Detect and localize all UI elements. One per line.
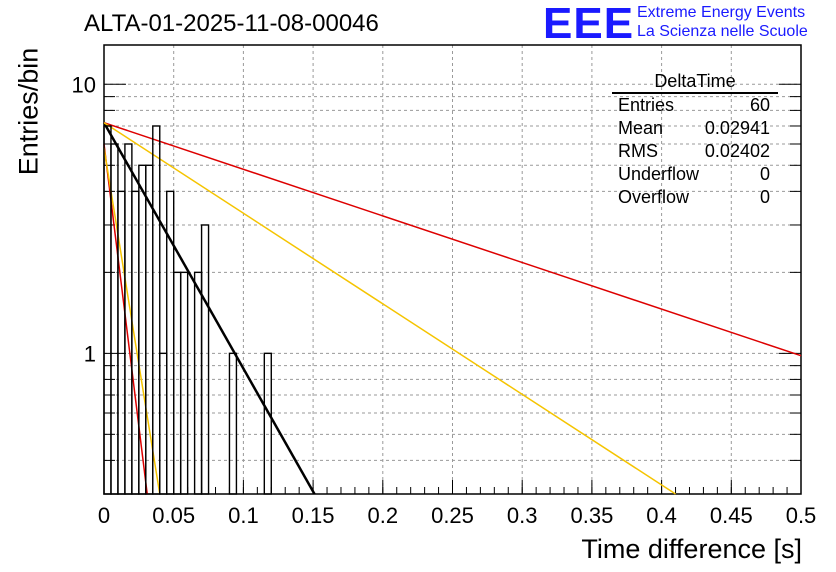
x-tick-label: 0.25 (431, 503, 474, 528)
x-axis-label: Time difference [s] (581, 534, 802, 564)
stats-value: 60 (749, 95, 770, 115)
x-tick-label: 0.5 (786, 503, 817, 528)
x-tick-label: 0.35 (570, 503, 613, 528)
eee-logo: EEE (543, 0, 635, 48)
stats-label: Mean (618, 118, 664, 138)
histogram-bin (200, 224, 210, 495)
histogram-bin (138, 164, 147, 495)
histogram-bins (103, 125, 272, 495)
histogram-bin (159, 352, 168, 495)
histogram-bin (228, 352, 238, 495)
histogram-bin (263, 352, 272, 495)
stats-label: Entries (618, 95, 675, 115)
y-tick-label: 1 (84, 341, 96, 366)
x-tick-label: 0.3 (507, 503, 538, 528)
stats-row-rms: RMS 0.02402 (612, 140, 778, 163)
stats-value: 0 (759, 187, 770, 207)
gold-fit-slow (103, 122, 676, 495)
stats-label: Overflow (618, 187, 690, 207)
stats-row-overflow: Overflow 0 (612, 186, 778, 209)
x-tick-labels: 0 0.05 0.1 0.15 0.2 0.25 0.3 0.35 0.4 0.45 0.5 (98, 503, 816, 528)
y-tick-label: 10 (72, 72, 96, 97)
x-tick-label: 0.4 (646, 503, 677, 528)
stats-row-entries: Entries 60 (612, 94, 778, 117)
x-tick-label: 0.2 (368, 503, 399, 528)
y-tick-labels: 1 10 (72, 72, 96, 366)
y-axis-label: Entries/bin (13, 47, 44, 176)
stats-value: 0 (759, 164, 770, 184)
stats-row-mean: Mean 0.02941 (612, 117, 778, 140)
histogram-bin (152, 125, 161, 495)
red-fit-slow (103, 121, 802, 357)
logo-line-1: Extreme Energy Events (637, 4, 806, 21)
x-tick-label: 0.1 (228, 503, 259, 528)
stats-label: RMS (618, 141, 658, 161)
grid-lines (104, 45, 801, 495)
x-tick-label: 0 (98, 503, 110, 528)
x-tick-label: 0.15 (292, 503, 335, 528)
stats-title: DeltaTime (612, 70, 778, 94)
x-tick-label: 0.45 (710, 503, 753, 528)
stats-box: DeltaTime Entries 60 Mean 0.02941 RMS 0.… (612, 70, 778, 209)
stats-value: 0.02402 (704, 141, 770, 161)
stats-value: 0.02941 (704, 118, 770, 138)
histogram-bin (179, 271, 189, 495)
run-title: ALTA-01-2025-11-08-00046 (84, 10, 379, 37)
stats-label: Underflow (618, 164, 700, 184)
stats-row-underflow: Underflow 0 (612, 163, 778, 186)
x-tick-label: 0.05 (152, 503, 195, 528)
logo-line-2: La Scienza nelle Scuole (637, 23, 808, 40)
